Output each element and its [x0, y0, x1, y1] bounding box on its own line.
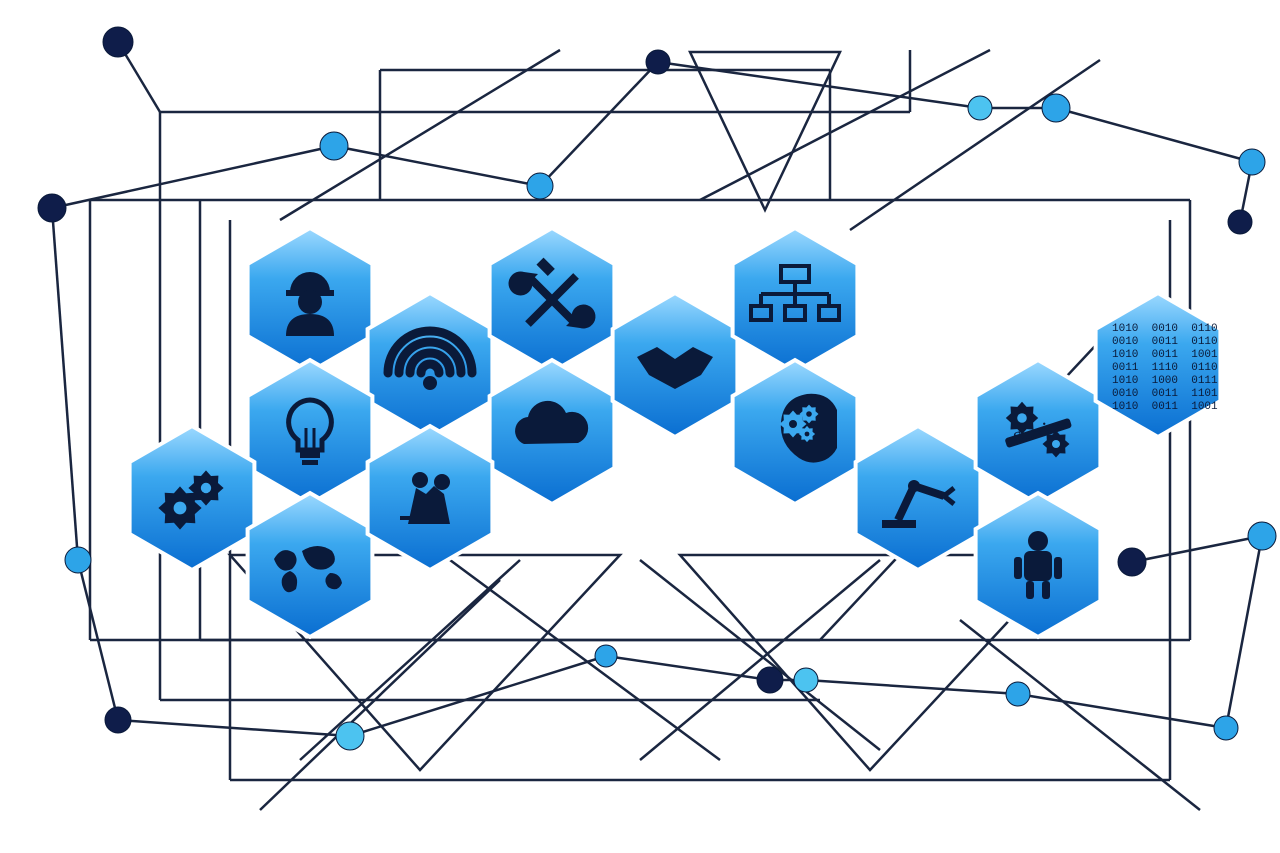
network-node — [968, 96, 992, 120]
binary-line: 1010 1000 0111 — [1112, 375, 1218, 387]
binary-line: 0010 0011 0110 — [1112, 336, 1218, 348]
network-edge — [850, 60, 1100, 230]
binary-line: 1010 0010 0110 — [1112, 323, 1218, 335]
hexagon-shape — [856, 426, 981, 570]
network-edge — [700, 50, 990, 200]
network-edge — [52, 208, 78, 560]
network-edge — [606, 656, 770, 680]
network-node — [757, 667, 783, 693]
network-edge — [350, 656, 606, 736]
hex-robotarm — [856, 426, 981, 570]
hex-headgears — [733, 360, 858, 504]
binary-icon: 1010 0010 01100010 0011 01101010 0011 10… — [1112, 323, 1218, 413]
network-triangle — [690, 52, 840, 210]
network-edge — [806, 680, 1018, 694]
network-node — [1118, 548, 1146, 576]
binary-line: 0010 0011 1101 — [1112, 388, 1218, 400]
hex-wifi — [368, 293, 493, 437]
binary-line: 1010 0011 1001 — [1112, 349, 1218, 361]
network-edge — [1132, 536, 1262, 562]
network-edge — [118, 720, 350, 736]
hex-people — [368, 426, 493, 570]
network-node — [103, 27, 133, 57]
network-node — [1006, 682, 1030, 706]
hex-gears — [130, 426, 255, 570]
network-edge — [960, 620, 1200, 810]
network-edge — [540, 62, 658, 186]
network-edge — [334, 146, 540, 186]
hex-binary: 1010 0010 01100010 0011 01101010 0011 10… — [1096, 293, 1221, 437]
binary-line: 0011 1110 0110 — [1112, 362, 1218, 374]
hex-handshake — [613, 293, 738, 437]
diagram-canvas: Service1010 0010 01100010 0011 01101010 … — [0, 0, 1280, 853]
hex-cloud — [490, 360, 615, 504]
network-edge — [280, 50, 560, 220]
network-node — [1239, 149, 1265, 175]
network-edge — [1226, 536, 1262, 728]
binary-line: 1010 0011 1001 — [1112, 401, 1218, 413]
network-node — [1228, 210, 1252, 234]
network-node — [38, 194, 66, 222]
network-node — [794, 668, 818, 692]
network-node — [320, 132, 348, 160]
network-node — [646, 50, 670, 74]
network-node — [1214, 716, 1238, 740]
network-edge — [1018, 694, 1226, 728]
network-node — [595, 645, 617, 667]
network-node — [1042, 94, 1070, 122]
hex-service: Service — [976, 360, 1101, 504]
hex-idea — [248, 360, 373, 504]
network-node — [65, 547, 91, 573]
network-node — [527, 173, 553, 199]
hex-cluster: Service1010 0010 01100010 0011 01101010 … — [130, 228, 1221, 637]
network-node — [105, 707, 131, 733]
network-node — [336, 722, 364, 750]
network-edge — [1056, 108, 1252, 162]
network-edge — [52, 146, 334, 208]
hex-tools — [490, 228, 615, 372]
hex-worker — [248, 228, 373, 372]
hexagon-shape — [248, 360, 373, 504]
network-node — [1248, 522, 1276, 550]
hex-worldmap — [248, 493, 373, 637]
hex-orgchart — [733, 228, 858, 372]
hex-robot — [976, 493, 1101, 637]
